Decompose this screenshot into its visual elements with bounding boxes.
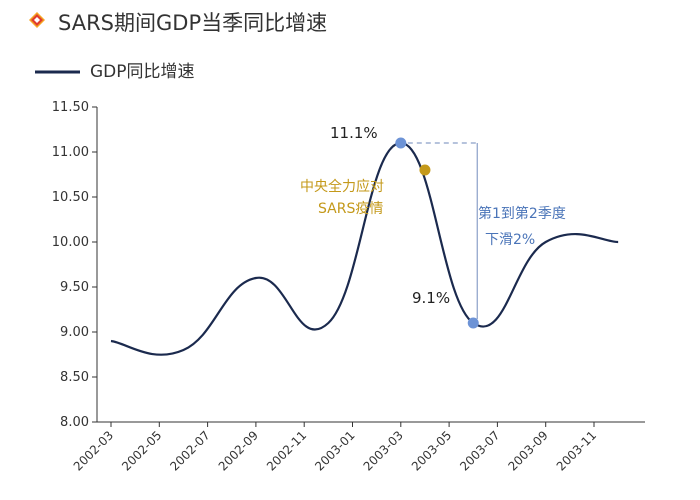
x-tick-label: 2003-11 <box>554 428 599 473</box>
trough-marker <box>467 317 479 329</box>
y-tick-label: 9.00 <box>60 325 89 340</box>
x-tick-label: 2002-11 <box>264 428 309 473</box>
y-tick-label: 9.50 <box>60 280 89 295</box>
x-tick-label: 2002-03 <box>71 428 116 473</box>
x-tick-label: 2003-03 <box>361 428 406 473</box>
y-tick-label: 8.00 <box>60 415 89 430</box>
y-axis-ticks: 8.00 8.50 9.00 9.50 10.00 10.50 11.00 11.50 <box>52 100 97 430</box>
event-label-line1: 中央全力应对 <box>300 178 384 195</box>
decline-label-line2: 下滑2% <box>485 231 535 248</box>
decline-label-line1: 第1到第2季度 <box>478 205 566 222</box>
peak-marker <box>395 137 407 149</box>
peak-label: 11.1% <box>330 124 378 142</box>
x-tick-label: 2003-07 <box>457 428 502 473</box>
chart-title: SARS期间GDP当季同比增速 <box>58 11 327 35</box>
logo-icon <box>29 12 45 28</box>
series-line-gdp <box>110 141 619 356</box>
y-tick-label: 11.00 <box>52 145 89 160</box>
x-tick-label: 2002-09 <box>216 428 261 473</box>
event-label-line2: SARS疫情 <box>318 201 383 217</box>
x-tick-label: 2002-05 <box>119 428 164 473</box>
x-axis-ticks: 2002-03 2002-05 2002-07 2002-09 2002-11 2003-… <box>71 422 599 474</box>
event-marker <box>419 164 431 176</box>
y-tick-label: 8.50 <box>60 370 89 385</box>
x-tick-label: 2003-09 <box>505 428 550 473</box>
y-tick-label: 10.50 <box>52 190 89 205</box>
y-tick-label: 10.00 <box>52 235 89 250</box>
x-tick-label: 2003-05 <box>409 428 454 473</box>
x-tick-label: 2003-01 <box>312 428 357 473</box>
trough-label: 9.1% <box>412 289 450 307</box>
y-tick-label: 11.50 <box>52 100 89 115</box>
legend-label: GDP同比增速 <box>90 62 195 82</box>
x-tick-label: 2002-07 <box>167 428 212 473</box>
